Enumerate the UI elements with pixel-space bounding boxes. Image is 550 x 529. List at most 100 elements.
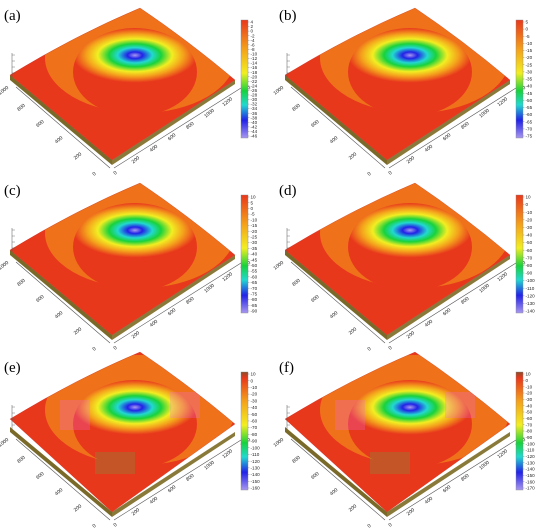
panel-label: (d) [279,183,297,199]
y-tick-label: 0 [367,523,373,529]
colorbar-tick-label: -100 [526,441,536,446]
colorbar-tick-label: -22 [251,79,258,84]
colorbar-tick-label: -16 [251,65,258,70]
y-tick-label: 0 [92,346,98,353]
x-tick-label: 1000 [203,108,216,120]
colorbar [515,194,524,314]
colorbar-tick-label: -90 [251,439,258,444]
panel-label: (f) [279,360,294,376]
colorbar-tick-label: -120 [251,459,261,464]
x-tick-label: 0 [388,522,394,529]
x-tick-label: 0 [113,345,119,352]
colorbar-tick-label: 10 [251,372,257,377]
colorbar-tick-label: -60 [526,248,533,253]
surface-side [112,432,235,517]
colorbar-tick-label: -75 [526,134,533,139]
panel-label: (a) [4,8,21,24]
colorbar-tick-label: -150 [526,473,536,478]
colorbar-tick-label: -50 [526,98,533,103]
y-axis-line [15,86,111,169]
x-tick-label: 1200 [221,96,234,108]
colorbar-tick-label: -20 [251,392,258,397]
y-tick-label: 600 [35,471,45,481]
y-tick-label: 1000 [273,260,286,272]
x-tick-label: 0 [113,522,119,529]
colorbar-tick-label: -80 [251,297,258,302]
x-tick-label: 400 [424,319,434,329]
colorbar-tick-label: -30 [526,225,533,230]
x-tick-label: 1200 [221,448,234,460]
surface-side [387,255,510,340]
colorbar-tick-label: 4 [251,20,254,25]
colorbar-tick-label: 0 [251,206,254,211]
colorbar-tick-label: -6 [251,42,256,47]
colorbar [240,371,249,491]
colorbar-tick-label: -50 [251,263,258,268]
x-tick-label: 1000 [203,283,216,295]
colorbar-tick-label: -60 [251,274,258,279]
colorbar-tick-label: -65 [251,280,258,285]
colorbar-tick-label: -45 [526,91,533,96]
x-tick-label: 600 [167,307,177,317]
y-tick-label: 0 [367,171,373,178]
colorbar-tick-label: -35 [251,246,258,251]
x-tick-label: 200 [406,155,416,165]
colorbar-tick-label: -25 [526,62,533,67]
colorbar-tick-label: -150 [251,479,261,484]
colorbar-tick-label: -5 [526,34,531,39]
colorbar-tick-label: -10 [526,210,533,215]
x-tick-label: 400 [424,144,434,154]
colorbar-tick-label: 0 [251,378,254,383]
y-tick-label: 1000 [273,437,286,449]
colorbar-tick-label: -10 [526,41,533,46]
x-tick-label: 1200 [496,96,509,108]
y-tick-label: 0 [92,171,98,178]
colorbar-tick-label: -100 [526,278,536,283]
x-tick-label: 1000 [478,460,491,472]
y-axis-line [15,261,111,344]
x-tick-label: 400 [424,496,434,506]
x-tick-label: 800 [185,121,195,131]
colorbar-tick-label: -28 [251,93,258,98]
x-tick-label: 800 [185,296,195,306]
y-tick-label: 1000 [0,260,10,272]
y-axis-line [290,438,386,521]
chart-panel: (a)0200400600800100012001400020040060080… [0,7,258,178]
surface-side [112,80,235,165]
x-axis-line [113,262,242,344]
x-tick-label: 200 [406,507,416,517]
chart-panel: (f)0200400600800100012001400020040060080… [273,351,536,529]
colorbar-tick-label: 5 [526,20,529,25]
y-axis-line [290,86,386,169]
surface-side [285,75,387,165]
x-tick-label: 200 [406,330,416,340]
y-tick-label: 400 [54,487,64,497]
colorbar-tick-label: -15 [251,223,258,228]
colorbar-tick-label: -34 [251,106,258,111]
x-tick-label: 0 [388,170,394,177]
surface-side [285,250,387,340]
x-tick-label: 1200 [496,448,509,460]
y-axis-line [290,261,386,344]
y-tick-label: 200 [73,503,83,513]
colorbar-tick-label: -30 [251,398,258,403]
colorbar-tick-label: -60 [526,416,533,421]
colorbar [240,194,249,314]
colorbar-tick-label: -120 [526,293,536,298]
colorbar-tick-label: -85 [251,303,258,308]
x-tick-label: 800 [185,473,195,483]
y-tick-label: 800 [291,455,301,465]
colorbar-tick-label: -40 [251,120,258,125]
colorbar-tick-label: -10 [526,384,533,389]
y-tick-label: 200 [348,326,358,336]
x-tick-label: 1000 [478,108,491,120]
colorbar-tick-label: -65 [526,119,533,124]
x-tick-label: 400 [149,319,159,329]
colorbar-tick-label: -70 [251,425,258,430]
colorbar-tick-label: -140 [526,309,536,314]
y-tick-label: 800 [16,455,26,465]
y-tick-label: 600 [310,119,320,129]
x-tick-label: 800 [460,473,470,483]
colorbar-tick-label: -20 [251,74,258,79]
x-tick-label: 600 [442,307,452,317]
